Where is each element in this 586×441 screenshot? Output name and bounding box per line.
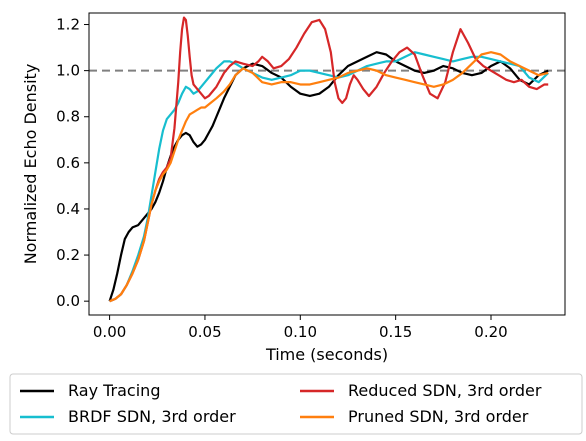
series-line-4 (109, 51, 549, 303)
x-axis: 0.00 0.05 0.10 0.15 0.20 (93, 315, 508, 341)
y-axis: 0.0 0.2 0.4 0.6 0.8 1.0 1.2 (56, 16, 89, 310)
y-tick-label: 0.2 (56, 246, 80, 264)
x-tick-label: 0.10 (284, 323, 317, 341)
y-tick-label: 0.6 (56, 154, 80, 172)
x-tick-label: 0.15 (379, 323, 412, 341)
legend-box (9, 373, 583, 435)
y-tick-label: 0.0 (56, 292, 80, 310)
y-tick-label: 1.0 (56, 62, 80, 80)
y-tick-label: 0.4 (56, 200, 80, 218)
x-tick-label: 0.05 (188, 323, 221, 341)
legend-label: Pruned SDN, 3rd order (348, 407, 529, 426)
x-tick-label: 0.00 (93, 323, 126, 341)
series-line-3 (109, 16, 549, 303)
legend-label: BRDF SDN, 3rd order (68, 407, 236, 426)
series-line-2 (109, 51, 549, 303)
y-tick-label: 1.2 (56, 16, 80, 34)
plot-frame (88, 12, 566, 316)
x-tick-label: 0.20 (474, 323, 507, 341)
y-tick-label: 0.8 (56, 108, 80, 126)
legend: Ray Tracing Reduced SDN, 3rd order BRDF SD… (9, 373, 583, 435)
legend-label: Ray Tracing (68, 381, 160, 400)
legend-label: Reduced SDN, 3rd order (348, 381, 542, 400)
x-axis-label: Time (seconds) (265, 345, 388, 364)
y-axis-label: Normalized Echo Density (21, 64, 40, 265)
series-layer (108, 16, 549, 303)
